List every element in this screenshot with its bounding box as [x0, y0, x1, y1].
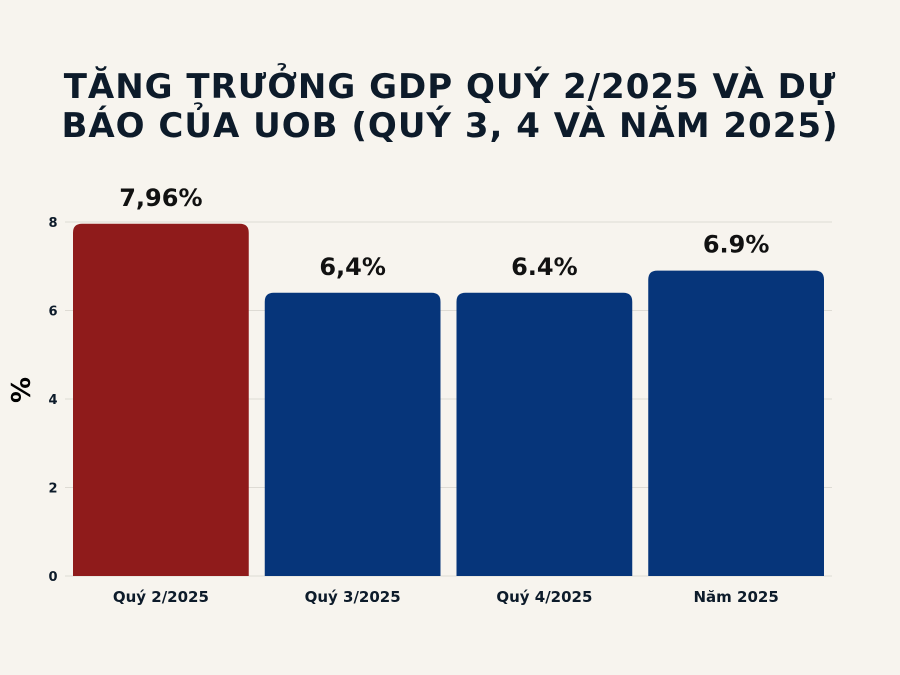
data-label: 7,96% [119, 184, 202, 212]
x-tick-label: Quý 3/2025 [305, 588, 401, 606]
chart-title: TĂNG TRƯỞNG GDP QUÝ 2/2025 VÀ DỰ BÁO CỦA… [61, 63, 838, 146]
data-label: 6.4% [511, 253, 578, 281]
y-tick-label: 2 [48, 482, 57, 497]
chart-title-line-1: TĂNG TRƯỞNG GDP QUÝ 2/2025 VÀ DỰ [64, 63, 837, 107]
x-tick-labels: Quý 2/2025 Quý 3/2025 Quý 4/2025 Năm 2025 [113, 588, 779, 606]
data-label: 6.9% [703, 231, 770, 259]
y-tick-label: 0 [48, 570, 57, 585]
y-tick-label: 4 [48, 393, 57, 408]
chart-title-line-2: BÁO CỦA UOB (QUÝ 3, 4 VÀ NĂM 2025) [61, 102, 838, 146]
y-tick-label: 8 [48, 216, 57, 231]
x-tick-label: Quý 2/2025 [113, 588, 209, 606]
y-tick-label: 6 [48, 305, 57, 320]
bar [456, 292, 633, 576]
y-axis-label: % [7, 377, 37, 403]
bar [648, 270, 824, 576]
bars [73, 223, 824, 576]
y-tick-labels: 0 2 4 6 8 [48, 216, 57, 585]
bar [264, 292, 441, 576]
data-label: 6,4% [319, 253, 386, 281]
bar [73, 223, 249, 576]
x-tick-label: Quý 4/2025 [496, 588, 592, 606]
data-labels: 7,96% 6,4% 6.4% 6.9% [119, 184, 769, 281]
x-tick-label: Năm 2025 [693, 588, 778, 606]
